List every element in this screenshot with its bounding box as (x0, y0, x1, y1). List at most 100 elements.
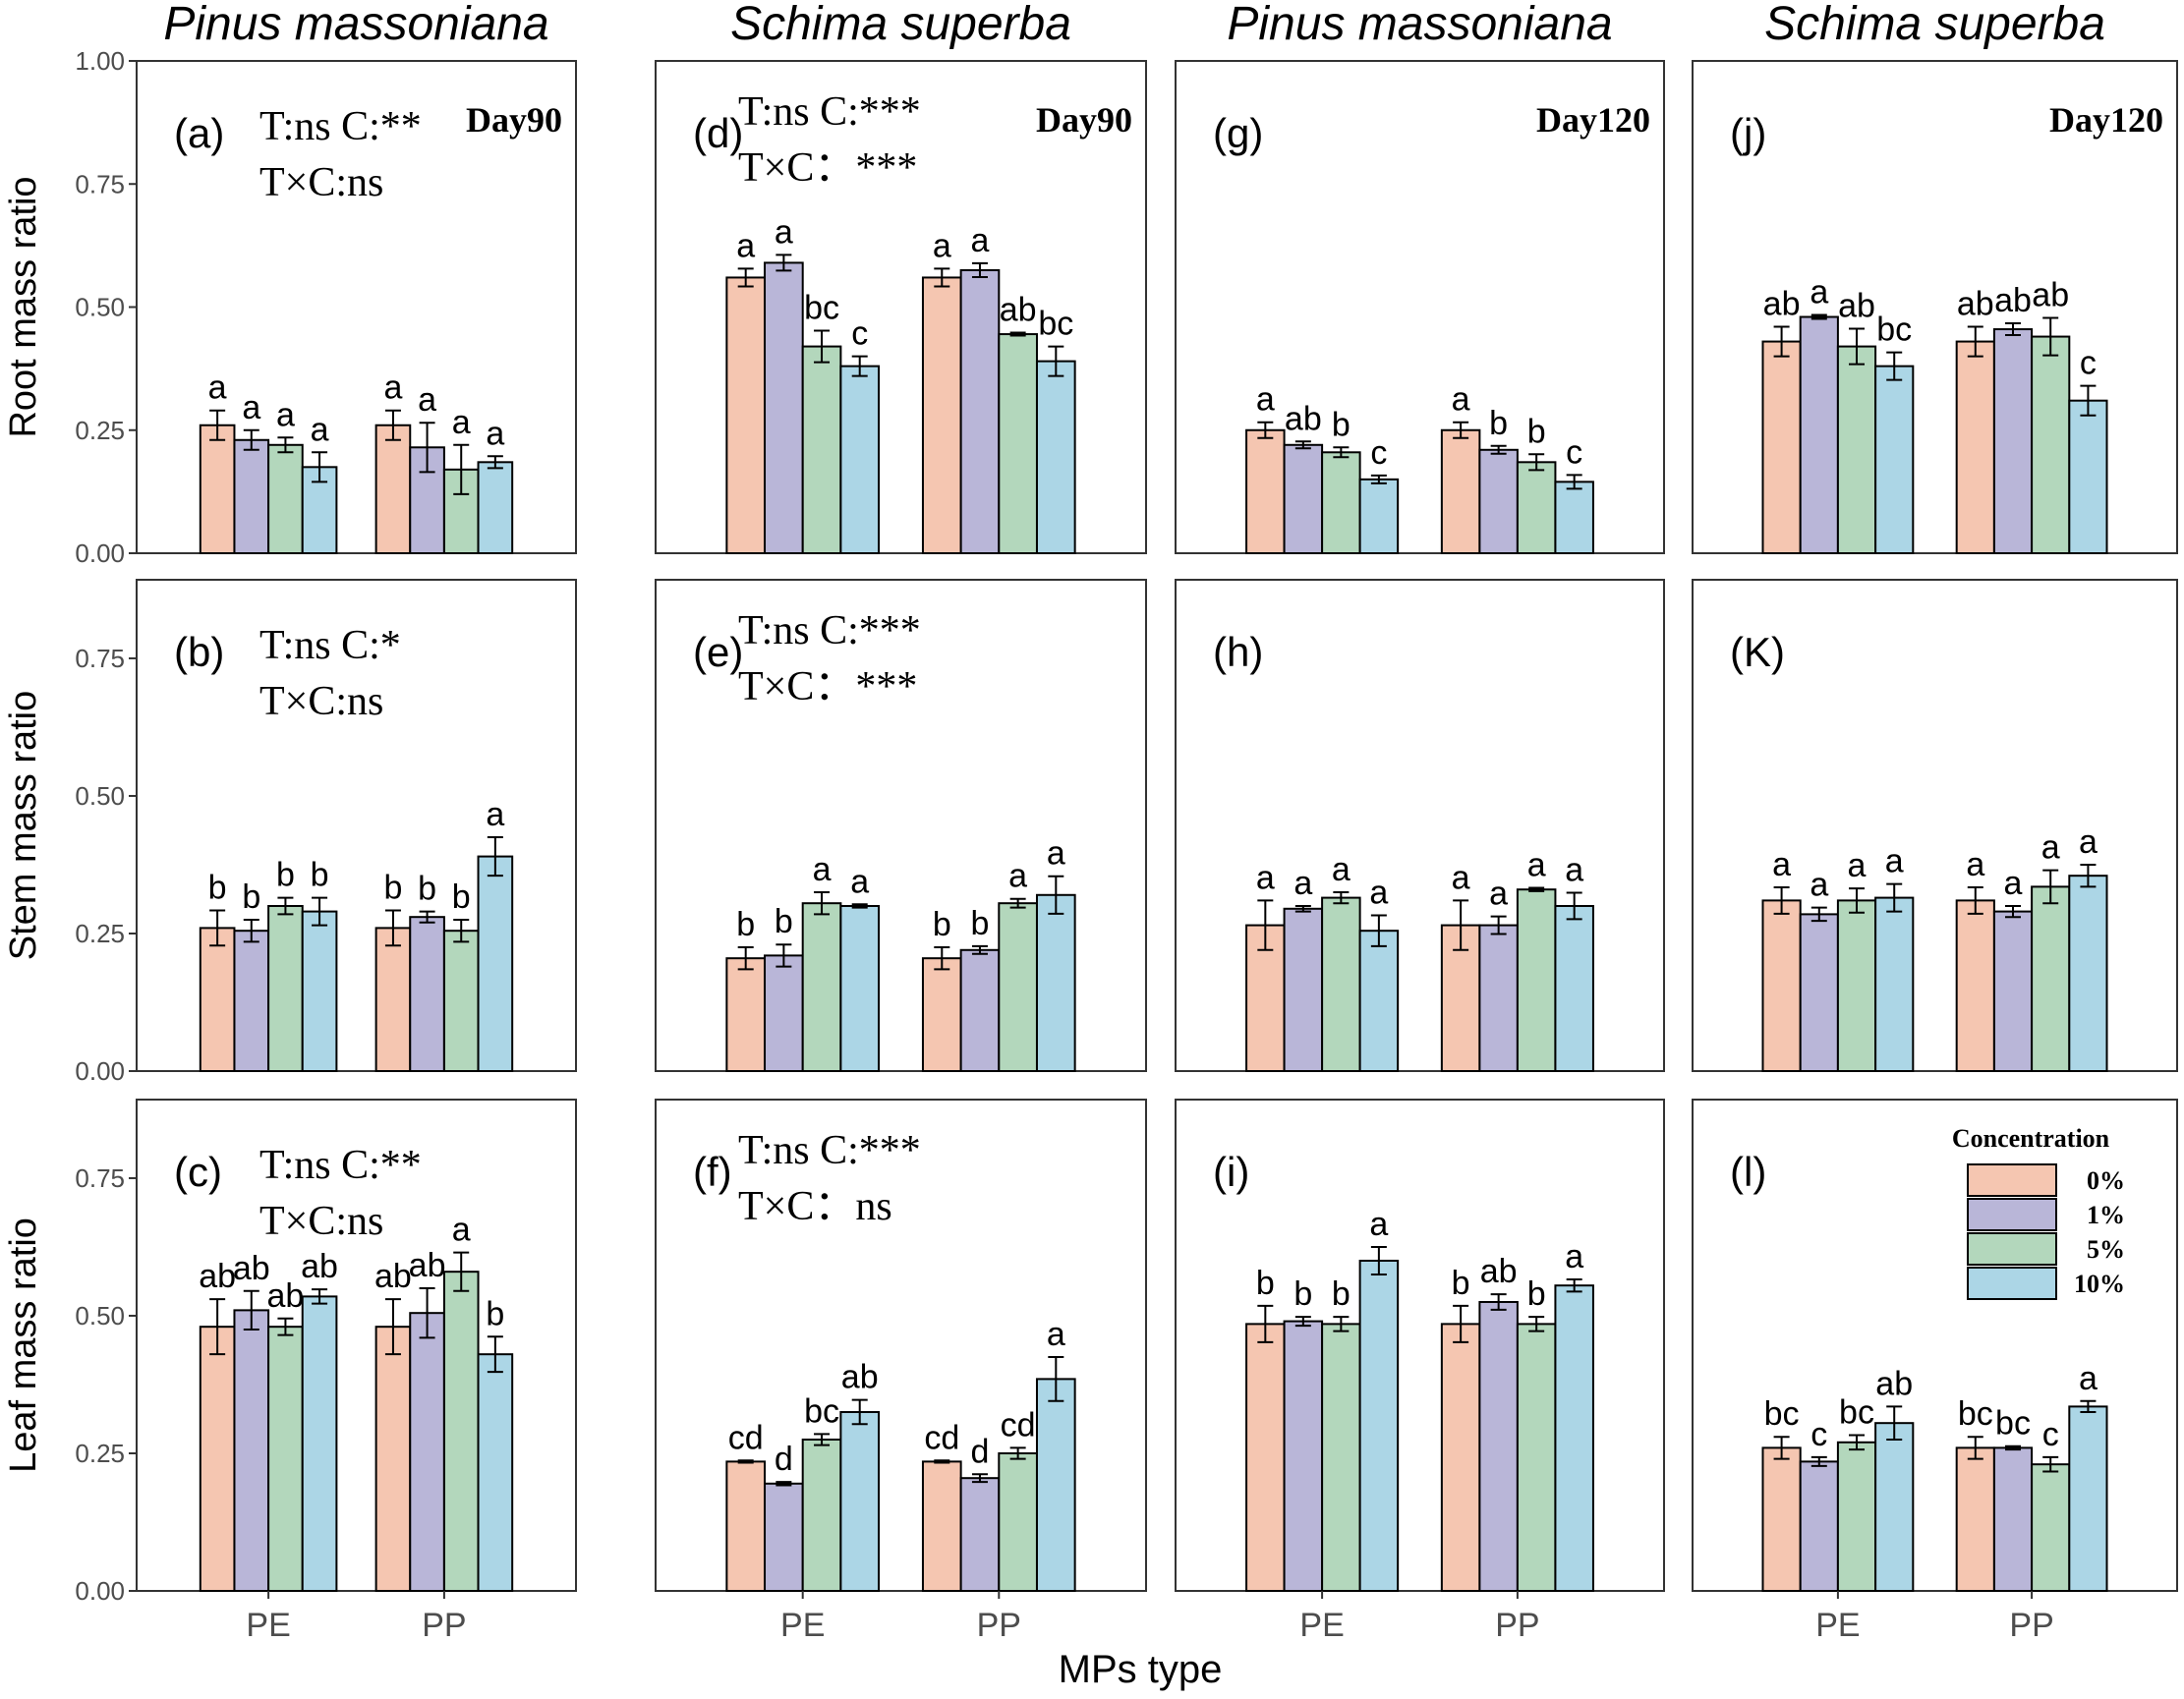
significance-letter: bc (1876, 311, 1912, 349)
stats-text: T×C:ns (259, 1199, 383, 1244)
bar (1358, 478, 1400, 555)
significance-letter: ab (1838, 288, 1875, 325)
significance-letter: a (1332, 851, 1351, 888)
panel-h: a a aa a aa a(h) (1175, 579, 1665, 1073)
significance-letter: a (383, 369, 402, 407)
significance-letter: a (1966, 846, 1984, 883)
x-tick-label: PE (1815, 1607, 1860, 1644)
significance-letter: a (1008, 858, 1027, 895)
y-axis-title: Root mass ratio (3, 176, 44, 437)
bar (2031, 335, 2071, 554)
significance-letter: b (1489, 405, 1508, 442)
bar (267, 1326, 304, 1592)
bar (442, 930, 480, 1072)
significance-letter: c (2080, 345, 2097, 382)
significance-letter: cd (728, 1419, 764, 1456)
x-tick-label: PE (1299, 1607, 1344, 1644)
bar (1516, 461, 1557, 554)
significance-letter: a (1810, 274, 1828, 311)
bar (839, 1410, 881, 1593)
bar (2031, 1463, 2071, 1593)
bar (1245, 1323, 1286, 1592)
bar (1283, 1320, 1324, 1592)
y-tick-label: 0.50 (75, 293, 125, 322)
column-title: Pinus massoniana (163, 0, 548, 50)
significance-letter: bc (804, 1392, 839, 1430)
significance-letter: ab (409, 1247, 446, 1284)
y-tick-label: 0.75 (75, 1163, 125, 1193)
significance-letter: ab (1957, 286, 1994, 323)
significance-letter: a (311, 411, 329, 448)
significance-letter: ab (1763, 286, 1801, 323)
bar (1836, 899, 1877, 1073)
y-tick-label: 0.00 (75, 538, 125, 568)
legend: Concentration 0% 1% 5% 10% (1952, 1124, 2125, 1300)
significance-letter: b (1452, 1265, 1470, 1302)
bar (409, 1312, 445, 1592)
significance-letter: b (383, 869, 402, 906)
bar (477, 1353, 514, 1592)
y-axis-row-1: 0.00 0.25 0.50 0.75 (75, 644, 137, 1086)
significance-letter: a (1452, 381, 1470, 419)
stats-text: T×C：*** (738, 664, 917, 709)
bar (764, 954, 804, 1072)
legend-swatch (1967, 1198, 2057, 1231)
bar (1761, 340, 1802, 554)
bar (477, 855, 514, 1072)
significance-letter: c (851, 315, 868, 353)
bar (1321, 896, 1361, 1072)
panel-label: (b) (174, 629, 224, 675)
stats-text: T×C:ns (259, 160, 383, 205)
significance-letter: a (486, 796, 504, 833)
bar (921, 957, 962, 1072)
significance-letter: a (242, 389, 260, 426)
y-axis-title: Leaf mass ratio (3, 1218, 44, 1473)
y-tick-label: 0.75 (75, 169, 125, 198)
bar (959, 1477, 1001, 1592)
significance-letter: a (1772, 846, 1791, 883)
significance-letter: a (2079, 823, 2098, 861)
bar (764, 1482, 804, 1592)
bar (1955, 1446, 1995, 1592)
bar (1874, 1422, 1915, 1593)
bar (477, 461, 514, 554)
bar (1554, 1284, 1594, 1592)
significance-letter: a (736, 227, 755, 264)
significance-letter: c (1370, 434, 1387, 472)
significance-letter: b (486, 1295, 504, 1332)
significance-letter: cd (1001, 1406, 1036, 1444)
panel-label: (K) (1730, 629, 1785, 675)
significance-letter: ab (233, 1250, 270, 1287)
significance-letter: cd (924, 1419, 959, 1456)
bar (1761, 899, 1802, 1073)
significance-letter: a (933, 227, 951, 264)
stats-text: T:ns C:** (259, 104, 422, 149)
y-tick-label: 0.00 (75, 1576, 125, 1606)
panel-label: (e) (693, 629, 743, 675)
significance-letter: a (1565, 852, 1583, 889)
bar (374, 927, 412, 1072)
row-labels: Root mass ratio Stem mass ratio Leaf mass … (3, 176, 44, 1472)
column-title: Schima superba (1764, 0, 2105, 50)
bar (1516, 888, 1557, 1072)
y-tick-label: 0.25 (75, 919, 125, 948)
day-label: Day90 (466, 100, 562, 140)
legend-entry: 10% (2074, 1270, 2125, 1298)
legend-entry: 0% (2087, 1166, 2125, 1195)
y-tick-label: 0.75 (75, 644, 125, 673)
bar (801, 902, 842, 1073)
bar (1761, 1446, 1802, 1592)
bar (374, 1326, 412, 1592)
bar (1836, 1441, 1877, 1592)
significance-letter: a (418, 381, 436, 419)
day-label: Day120 (1536, 100, 1650, 140)
bar (1321, 1323, 1361, 1592)
column-title: Schima superba (730, 0, 1071, 50)
x-tick-label: PP (977, 1607, 1021, 1644)
panel-label: (g) (1213, 110, 1263, 156)
bar (1478, 924, 1519, 1073)
significance-letter: b (452, 878, 471, 916)
